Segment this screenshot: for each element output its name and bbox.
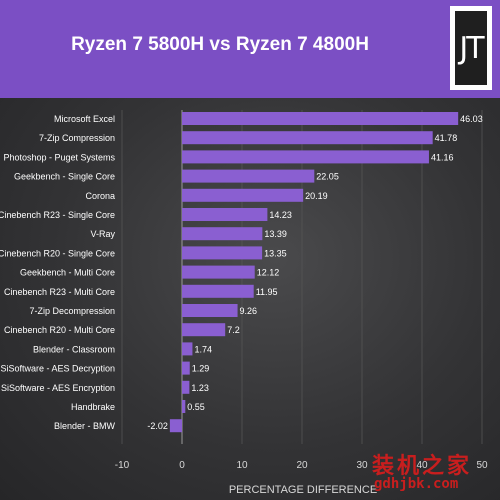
data-label: 20.19 — [305, 191, 328, 201]
bar — [182, 323, 226, 337]
data-label: 1.23 — [191, 383, 209, 393]
bar — [182, 284, 254, 298]
chart-header: Ryzen 7 5800H vs Ryzen 7 4800H JT — [0, 0, 500, 98]
x-tick-label: 0 — [179, 460, 185, 471]
x-tick-label: 40 — [416, 460, 428, 471]
category-label: Photoshop - Puget Systems — [3, 152, 115, 162]
bar — [182, 131, 433, 145]
category-label: V-Ray — [90, 229, 115, 239]
bar — [182, 265, 255, 279]
category-label: Cinebench R23 - Single Core — [0, 210, 115, 220]
jt-logo: JT — [450, 6, 492, 90]
data-label: 0.55 — [187, 402, 205, 412]
bar — [182, 342, 193, 356]
bar — [182, 380, 190, 394]
bar — [182, 150, 429, 164]
category-label: Geekbench - Single Core — [14, 172, 115, 182]
bar — [182, 188, 304, 202]
x-tick-label: -10 — [115, 460, 130, 471]
bar — [182, 400, 186, 413]
data-label: 7.2 — [227, 325, 240, 335]
data-label: 1.74 — [194, 344, 212, 354]
x-axis-title: PERCENTAGE DIFFERENCE — [229, 484, 377, 496]
category-label: Cinebench R20 - Single Core — [0, 248, 115, 258]
category-label: Geekbench - Multi Core — [20, 268, 115, 278]
data-label: 22.05 — [316, 172, 339, 182]
data-label: 9.26 — [240, 306, 258, 316]
data-label: 41.16 — [431, 152, 454, 162]
data-label: 46.03 — [460, 114, 483, 124]
category-label: 7-Zip Compression — [39, 133, 115, 143]
bar — [182, 227, 263, 241]
category-label: Cinebench R20 - Multi Core — [4, 325, 115, 335]
watermark-chinese-text: 装机之家 — [372, 454, 473, 479]
category-label: Handbrake — [71, 402, 115, 412]
category-label: Cinebench R23 - Multi Core — [4, 287, 115, 297]
category-label: Corona — [85, 191, 115, 201]
logo-text: JT — [459, 30, 484, 66]
watermark-url: gdhjbk.com — [374, 476, 459, 492]
data-label: 41.78 — [435, 133, 458, 143]
bar — [182, 169, 315, 183]
bar — [182, 112, 459, 125]
x-tick-label: 20 — [296, 460, 308, 471]
x-tick-label: 30 — [356, 460, 368, 471]
data-label: -2.02 — [147, 421, 168, 431]
data-label: 1.29 — [192, 364, 210, 374]
data-label: 14.23 — [269, 210, 292, 220]
category-label: Blender - Classroom — [33, 344, 115, 354]
category-label: 7-Zip Decompression — [29, 306, 115, 316]
category-label: SiSoftware - AES Encryption — [1, 383, 115, 393]
bar — [169, 419, 182, 433]
data-label: 13.39 — [264, 229, 287, 239]
bar — [182, 361, 190, 375]
category-label: SiSoftware - AES Decryption — [0, 364, 115, 374]
plot-area-background — [0, 98, 500, 500]
category-label: Microsoft Excel — [54, 114, 115, 124]
site-watermark: 装机之家 gdhjbk.com — [372, 448, 492, 496]
x-tick-label: 50 — [476, 460, 488, 471]
chart-title: Ryzen 7 5800H vs Ryzen 7 4800H — [71, 34, 369, 55]
data-label: 12.12 — [257, 268, 280, 278]
logo-badge: JT — [455, 11, 487, 85]
bar — [182, 208, 268, 221]
data-label: 11.95 — [256, 287, 278, 297]
bar — [182, 304, 238, 317]
category-label: Blender - BMW — [54, 421, 116, 431]
data-label: 13.35 — [264, 248, 287, 258]
x-tick-label: 10 — [236, 460, 248, 471]
bar — [182, 246, 263, 260]
